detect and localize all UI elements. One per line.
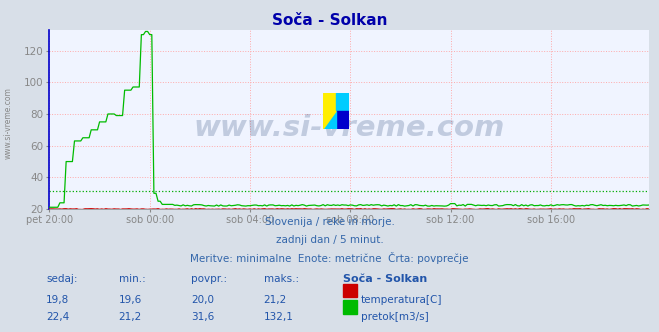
Text: www.si-vreme.com: www.si-vreme.com bbox=[3, 87, 13, 159]
Text: Slovenija / reke in morje.: Slovenija / reke in morje. bbox=[264, 217, 395, 227]
Text: www.si-vreme.com: www.si-vreme.com bbox=[194, 115, 505, 142]
Text: 22,4: 22,4 bbox=[46, 312, 69, 322]
Text: 21,2: 21,2 bbox=[264, 295, 287, 305]
Text: pretok[m3/s]: pretok[m3/s] bbox=[361, 312, 429, 322]
Text: min.:: min.: bbox=[119, 274, 146, 284]
Polygon shape bbox=[323, 111, 336, 129]
Text: 31,6: 31,6 bbox=[191, 312, 214, 322]
Text: 19,8: 19,8 bbox=[46, 295, 69, 305]
Text: 20,0: 20,0 bbox=[191, 295, 214, 305]
Bar bbox=[336, 93, 349, 111]
Text: sedaj:: sedaj: bbox=[46, 274, 78, 284]
Text: 21,2: 21,2 bbox=[119, 312, 142, 322]
Bar bbox=[336, 111, 349, 129]
Text: Soča - Solkan: Soča - Solkan bbox=[343, 274, 427, 284]
Bar bbox=[323, 93, 336, 111]
Text: maks.:: maks.: bbox=[264, 274, 299, 284]
Text: zadnji dan / 5 minut.: zadnji dan / 5 minut. bbox=[275, 235, 384, 245]
Text: 19,6: 19,6 bbox=[119, 295, 142, 305]
Text: temperatura[C]: temperatura[C] bbox=[361, 295, 443, 305]
Text: Meritve: minimalne  Enote: metrične  Črta: povprečje: Meritve: minimalne Enote: metrične Črta:… bbox=[190, 252, 469, 264]
Text: povpr.:: povpr.: bbox=[191, 274, 227, 284]
Text: Soča - Solkan: Soča - Solkan bbox=[272, 13, 387, 28]
Text: 132,1: 132,1 bbox=[264, 312, 293, 322]
Polygon shape bbox=[323, 111, 336, 129]
